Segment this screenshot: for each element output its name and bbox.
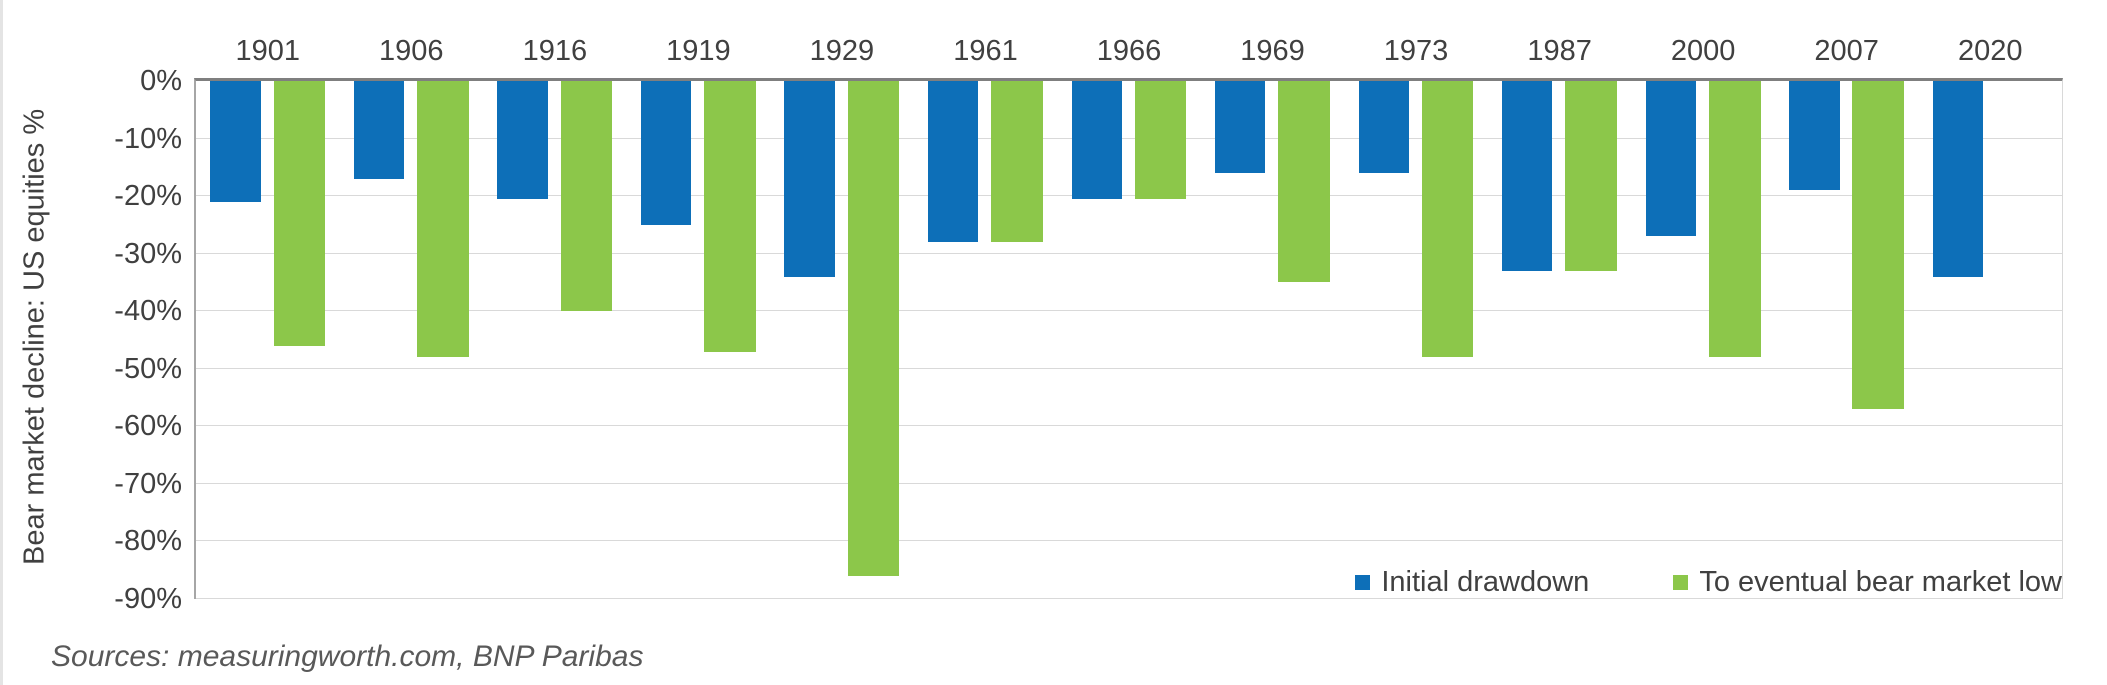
bar-eventual-bear-market-low-1961	[991, 81, 1043, 243]
year-label-1973: 1973	[1383, 35, 1449, 67]
legend-label-eventual-bear-market-low: To eventual bear market low	[1699, 566, 2062, 598]
year-label-2020: 2020	[1957, 35, 2023, 67]
gridline--10%	[196, 137, 2062, 139]
bar-eventual-bear-market-low-1906	[417, 81, 469, 358]
bar-initial-drawdown-1966	[1071, 81, 1122, 199]
year-label-2007: 2007	[1814, 35, 1879, 67]
y-tick-label--80%: -80%	[114, 525, 182, 558]
gridline--60%	[196, 425, 2062, 427]
y-tick-label--60%: -60%	[114, 410, 182, 443]
bar-eventual-bear-market-low-1966	[1134, 81, 1187, 199]
y-axis-title: Bear market decline: US equities %	[18, 108, 51, 566]
year-label-1901: 1901	[235, 35, 301, 67]
year-label-1929: 1929	[809, 35, 875, 67]
gridline--50%	[196, 367, 2062, 369]
gridline--20%	[196, 195, 2062, 197]
bar-eventual-bear-market-low-1969	[1278, 81, 1330, 283]
year-label-1961: 1961	[953, 35, 1018, 67]
bar-initial-drawdown-1987	[1502, 81, 1553, 271]
year-label-1919: 1919	[666, 35, 731, 67]
bar-eventual-bear-market-low-1929	[847, 81, 900, 576]
category-group-1919: 1919	[627, 35, 771, 599]
bar-initial-drawdown-1961	[928, 81, 979, 243]
y-tick-label--30%: -30%	[114, 237, 182, 270]
bar-initial-drawdown-2000	[1645, 81, 1696, 237]
category-group-1961: 1961	[914, 35, 1058, 599]
y-tick-label--50%: -50%	[114, 352, 182, 385]
category-group-1901: 1901	[196, 35, 340, 599]
bar-initial-drawdown-2020	[1932, 81, 1984, 277]
y-tick-label--90%: -90%	[114, 583, 182, 615]
bar-eventual-bear-market-low-1973	[1421, 81, 1474, 358]
bar-initial-drawdown-1916	[497, 81, 548, 199]
year-label-1916: 1916	[522, 35, 588, 67]
gridline--70%	[196, 482, 2062, 484]
year-label-1969: 1969	[1240, 35, 1305, 67]
plot-area: Initial drawdown To eventual bear market…	[114, 35, 2063, 614]
category-group-1906: 1906	[340, 35, 484, 599]
category-group-1929: 1929	[770, 35, 914, 599]
bar-eventual-bear-market-low-1916	[560, 81, 613, 312]
bar-initial-drawdown-1906	[353, 81, 405, 179]
bar-eventual-bear-market-low-1987	[1565, 81, 1617, 271]
category-group-1916: 1916	[483, 35, 627, 599]
legend-label-initial-drawdown: Initial drawdown	[1381, 566, 1590, 598]
gridline--30%	[196, 252, 2062, 254]
gridline--40%	[196, 310, 2062, 312]
legend-swatch-initial-drawdown	[1355, 575, 1371, 590]
year-label-2000: 2000	[1670, 35, 1736, 67]
legend-item-initial-drawdown: Initial drawdown	[1355, 566, 1589, 599]
legend-item-eventual-bear-market-low: To eventual bear market low	[1673, 566, 2062, 599]
bar-eventual-bear-market-low-2007	[1852, 81, 1905, 410]
category-group-2007: 2007	[1775, 35, 1919, 599]
bar-eventual-bear-market-low-1919	[704, 81, 756, 352]
y-tick-label--70%: -70%	[114, 467, 182, 500]
y-tick-label--40%: -40%	[114, 295, 182, 328]
bar-initial-drawdown-1929	[784, 81, 835, 277]
legend-swatch-eventual-bear-market-low	[1673, 575, 1689, 590]
y-tick-label--20%: -20%	[114, 180, 182, 213]
source-note: Sources: measuringworth.com, BNP Paribas	[51, 640, 644, 673]
category-group-1987: 1987	[1488, 35, 1632, 599]
year-label-1906: 1906	[379, 35, 444, 67]
year-label-1966: 1966	[1096, 35, 1162, 67]
category-group-1973: 1973	[1344, 35, 1488, 599]
bar-initial-drawdown-1973	[1358, 81, 1409, 174]
bar-initial-drawdown-1919	[640, 81, 692, 225]
legend: Initial drawdown To eventual bear market…	[1355, 566, 2062, 599]
category-group-1966: 1966	[1057, 35, 1201, 599]
category-group-1969: 1969	[1201, 35, 1345, 599]
category-group-2020: 2020	[1918, 35, 2062, 599]
year-label-1987: 1987	[1527, 35, 1592, 67]
gridline--90%	[196, 598, 2062, 599]
bar-initial-drawdown-2007	[1789, 81, 1840, 191]
y-tick-label-0%: 0%	[140, 65, 182, 97]
bar-initial-drawdown-1901	[210, 81, 261, 202]
y-tick-label--10%: -10%	[114, 122, 182, 155]
bar-eventual-bear-market-low-2000	[1708, 81, 1761, 358]
bar-eventual-bear-market-low-1901	[273, 81, 326, 346]
bar-initial-drawdown-1969	[1215, 81, 1266, 174]
category-group-2000: 2000	[1631, 35, 1775, 599]
gridline--80%	[196, 540, 2062, 542]
